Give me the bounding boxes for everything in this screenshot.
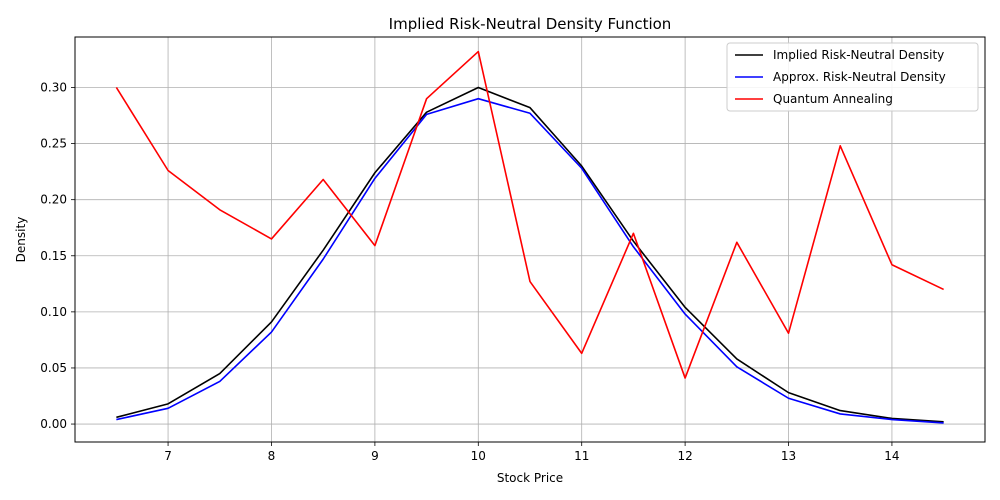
series-lines (115, 50, 944, 424)
y-tick-label: 0.00 (40, 417, 67, 431)
series-line-implied-risk-neutral-density (116, 86, 944, 423)
y-tick-label: 0.05 (40, 361, 67, 375)
series-line-quantum-annealing (115, 50, 944, 379)
x-tick-label: 14 (884, 449, 899, 463)
legend-label: Approx. Risk-Neutral Density (773, 70, 946, 84)
y-tick-label: 0.20 (40, 193, 67, 207)
y-tick-label: 0.10 (40, 305, 67, 319)
x-tick-label: 13 (781, 449, 796, 463)
y-axis-label: Density (14, 217, 28, 263)
chart-title: Implied Risk-Neutral Density Function (389, 15, 672, 33)
legend: Implied Risk-Neutral Density Approx. Risk… (726, 42, 979, 112)
x-tick-label: 10 (471, 449, 486, 463)
x-tick-label: 7 (164, 449, 172, 463)
legend-label: Quantum Annealing (773, 92, 893, 106)
x-tick-label: 9 (371, 449, 379, 463)
y-tick-label: 0.25 (40, 137, 67, 151)
x-tick-label: 12 (677, 449, 692, 463)
y-tick-label: 0.15 (40, 249, 67, 263)
legend-label: Implied Risk-Neutral Density (773, 48, 944, 62)
legend-box (726, 42, 979, 112)
x-tick-label: 8 (268, 449, 276, 463)
series-line-approx-risk-neutral-density (116, 97, 944, 424)
grid (75, 37, 985, 442)
y-tick-label: 0.30 (40, 80, 67, 94)
plot-frame (74, 36, 986, 443)
x-tick-label: 11 (574, 449, 589, 463)
x-axis-label: Stock Price (497, 471, 563, 485)
ticks: 7 8 9 10 11 12 13 14 0.00 0.05 0.10 0.15 0.20 0.25 0.3… (40, 80, 899, 463)
